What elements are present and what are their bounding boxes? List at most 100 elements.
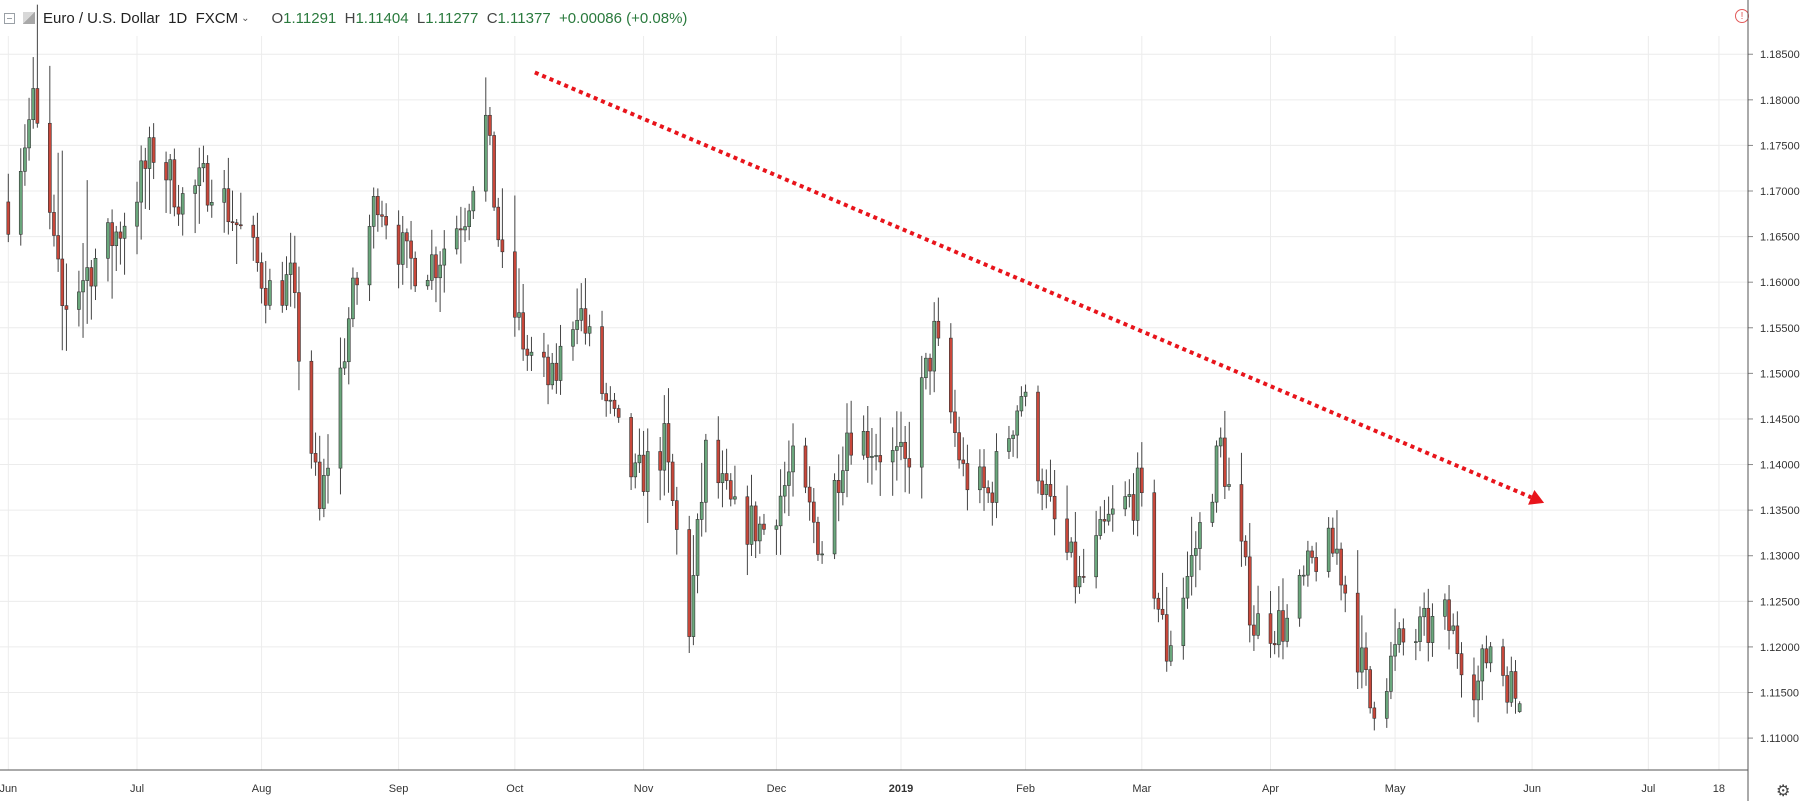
x-tick-label: May	[1385, 783, 1406, 795]
candle-body	[176, 206, 181, 215]
x-tick-label: Oct	[506, 783, 523, 795]
candle-body	[1140, 467, 1144, 494]
candle-body	[355, 277, 359, 286]
candle-body	[180, 193, 185, 215]
x-tick-label: Apr	[1262, 783, 1279, 795]
candle-body	[1310, 550, 1314, 558]
candle-body	[600, 326, 604, 394]
candle-body	[1509, 671, 1514, 703]
x-tick-label: 18	[1713, 783, 1725, 795]
candle-body	[500, 239, 505, 253]
candle-body	[1488, 646, 1493, 664]
candle-body	[209, 202, 214, 206]
candle-body	[1185, 576, 1190, 599]
candle-body	[1505, 675, 1509, 703]
candle-body	[554, 362, 559, 381]
collapse-icon[interactable]	[4, 12, 15, 24]
candle-body	[791, 445, 795, 473]
x-tick-label: Jul	[1641, 783, 1655, 795]
candle-body	[384, 216, 388, 226]
candle-body	[1389, 655, 1393, 692]
candle-body	[716, 439, 721, 484]
candle-body	[1218, 437, 1223, 447]
candle-body	[288, 262, 293, 275]
candle-body	[1306, 550, 1310, 576]
candle-body	[994, 451, 999, 503]
candle-body	[342, 361, 347, 369]
candle-body	[753, 505, 758, 542]
candle-body	[1098, 519, 1103, 536]
candle-body	[907, 458, 912, 468]
source-label[interactable]: FXCM	[195, 9, 239, 27]
y-tick-label: 1.17500	[1760, 140, 1800, 152]
candle-body	[313, 453, 318, 463]
y-tick-label: 1.15000	[1760, 368, 1800, 380]
candle-body	[1339, 548, 1343, 586]
gear-icon[interactable]: ⚙	[1776, 783, 1791, 800]
candle-body	[849, 432, 853, 456]
candle-body	[346, 318, 351, 363]
y-tick-label: 1.16000	[1760, 277, 1800, 289]
y-tick-label: 1.12000	[1760, 642, 1800, 654]
candle-body	[1007, 438, 1011, 452]
candle-body	[151, 137, 156, 163]
candle-body	[637, 454, 642, 464]
candle-body	[870, 455, 874, 458]
candle-body	[434, 254, 438, 279]
candle-body	[6, 201, 11, 235]
candle-body	[1480, 648, 1485, 682]
candle-body	[674, 500, 679, 530]
candle-body	[492, 135, 496, 208]
candle-body	[645, 451, 650, 492]
candle-body	[1256, 613, 1260, 636]
candle-body	[807, 486, 812, 503]
candle-body	[1052, 495, 1057, 520]
x-tick-label: Jun	[1523, 783, 1541, 795]
candle-body	[259, 262, 264, 289]
candle-body	[297, 292, 301, 362]
candle-body	[1156, 597, 1161, 610]
candle-body	[351, 277, 355, 320]
candle-body	[919, 377, 924, 468]
candle-body	[986, 487, 990, 494]
candle-body	[1268, 613, 1273, 644]
chart-header: Euro / U.S. Dollar 1D FXCM ⌄ O1.11291 H1…	[0, 0, 1740, 36]
chevron-down-icon[interactable]: ⌄	[241, 12, 250, 24]
x-tick-label: Jun	[0, 783, 17, 795]
candle-body	[1135, 467, 1140, 521]
candle-body	[1023, 391, 1028, 397]
candle-body	[1418, 616, 1422, 642]
candle-body	[811, 501, 816, 523]
candle-body	[758, 523, 762, 542]
candle-body	[1040, 480, 1044, 495]
candle-body	[865, 431, 870, 458]
candle-body	[1044, 484, 1049, 495]
x-tick-label: Nov	[634, 783, 654, 795]
candle-body	[1102, 519, 1107, 522]
interval-label[interactable]: 1D	[168, 9, 188, 27]
y-tick-label: 1.13500	[1760, 505, 1800, 517]
candle-body	[326, 467, 330, 476]
candle-body	[1252, 624, 1256, 636]
candle-body	[1015, 410, 1020, 436]
candle-body	[1094, 535, 1098, 578]
candle-body	[1198, 522, 1202, 549]
close-value: 1.11377	[497, 9, 551, 27]
symbol-name[interactable]: Euro / U.S. Dollar	[43, 9, 160, 27]
candle-body	[558, 345, 563, 381]
candle-body	[230, 221, 235, 224]
candle-body	[1131, 494, 1136, 521]
candle-body	[280, 280, 285, 306]
candle-body	[147, 137, 152, 169]
candle-body	[118, 231, 123, 239]
candle-body	[1181, 597, 1186, 646]
candle-body	[110, 222, 114, 247]
candle-body	[1019, 396, 1024, 412]
candle-body	[1372, 707, 1377, 719]
candle-body	[704, 439, 708, 503]
candle-body	[820, 553, 824, 556]
candle-body	[936, 320, 941, 339]
candle-body	[629, 417, 633, 478]
candle-body	[990, 492, 995, 503]
